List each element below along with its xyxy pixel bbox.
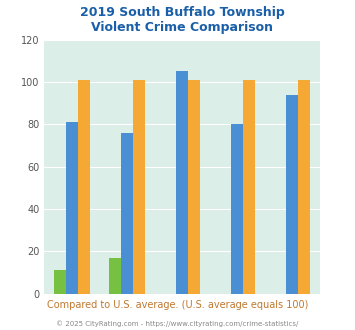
Bar xyxy=(109,258,121,294)
Bar xyxy=(298,80,310,294)
Bar xyxy=(231,124,243,294)
Bar xyxy=(188,80,200,294)
Text: © 2025 CityRating.com - https://www.cityrating.com/crime-statistics/: © 2025 CityRating.com - https://www.city… xyxy=(56,321,299,327)
Bar xyxy=(243,80,255,294)
Bar xyxy=(121,133,133,294)
Bar xyxy=(66,122,78,294)
Text: Compared to U.S. average. (U.S. average equals 100): Compared to U.S. average. (U.S. average … xyxy=(47,300,308,310)
Bar xyxy=(78,80,90,294)
Title: 2019 South Buffalo Township
Violent Crime Comparison: 2019 South Buffalo Township Violent Crim… xyxy=(80,6,284,34)
Bar xyxy=(286,95,298,294)
Bar xyxy=(54,270,66,294)
Bar xyxy=(176,71,188,294)
Bar xyxy=(133,80,145,294)
